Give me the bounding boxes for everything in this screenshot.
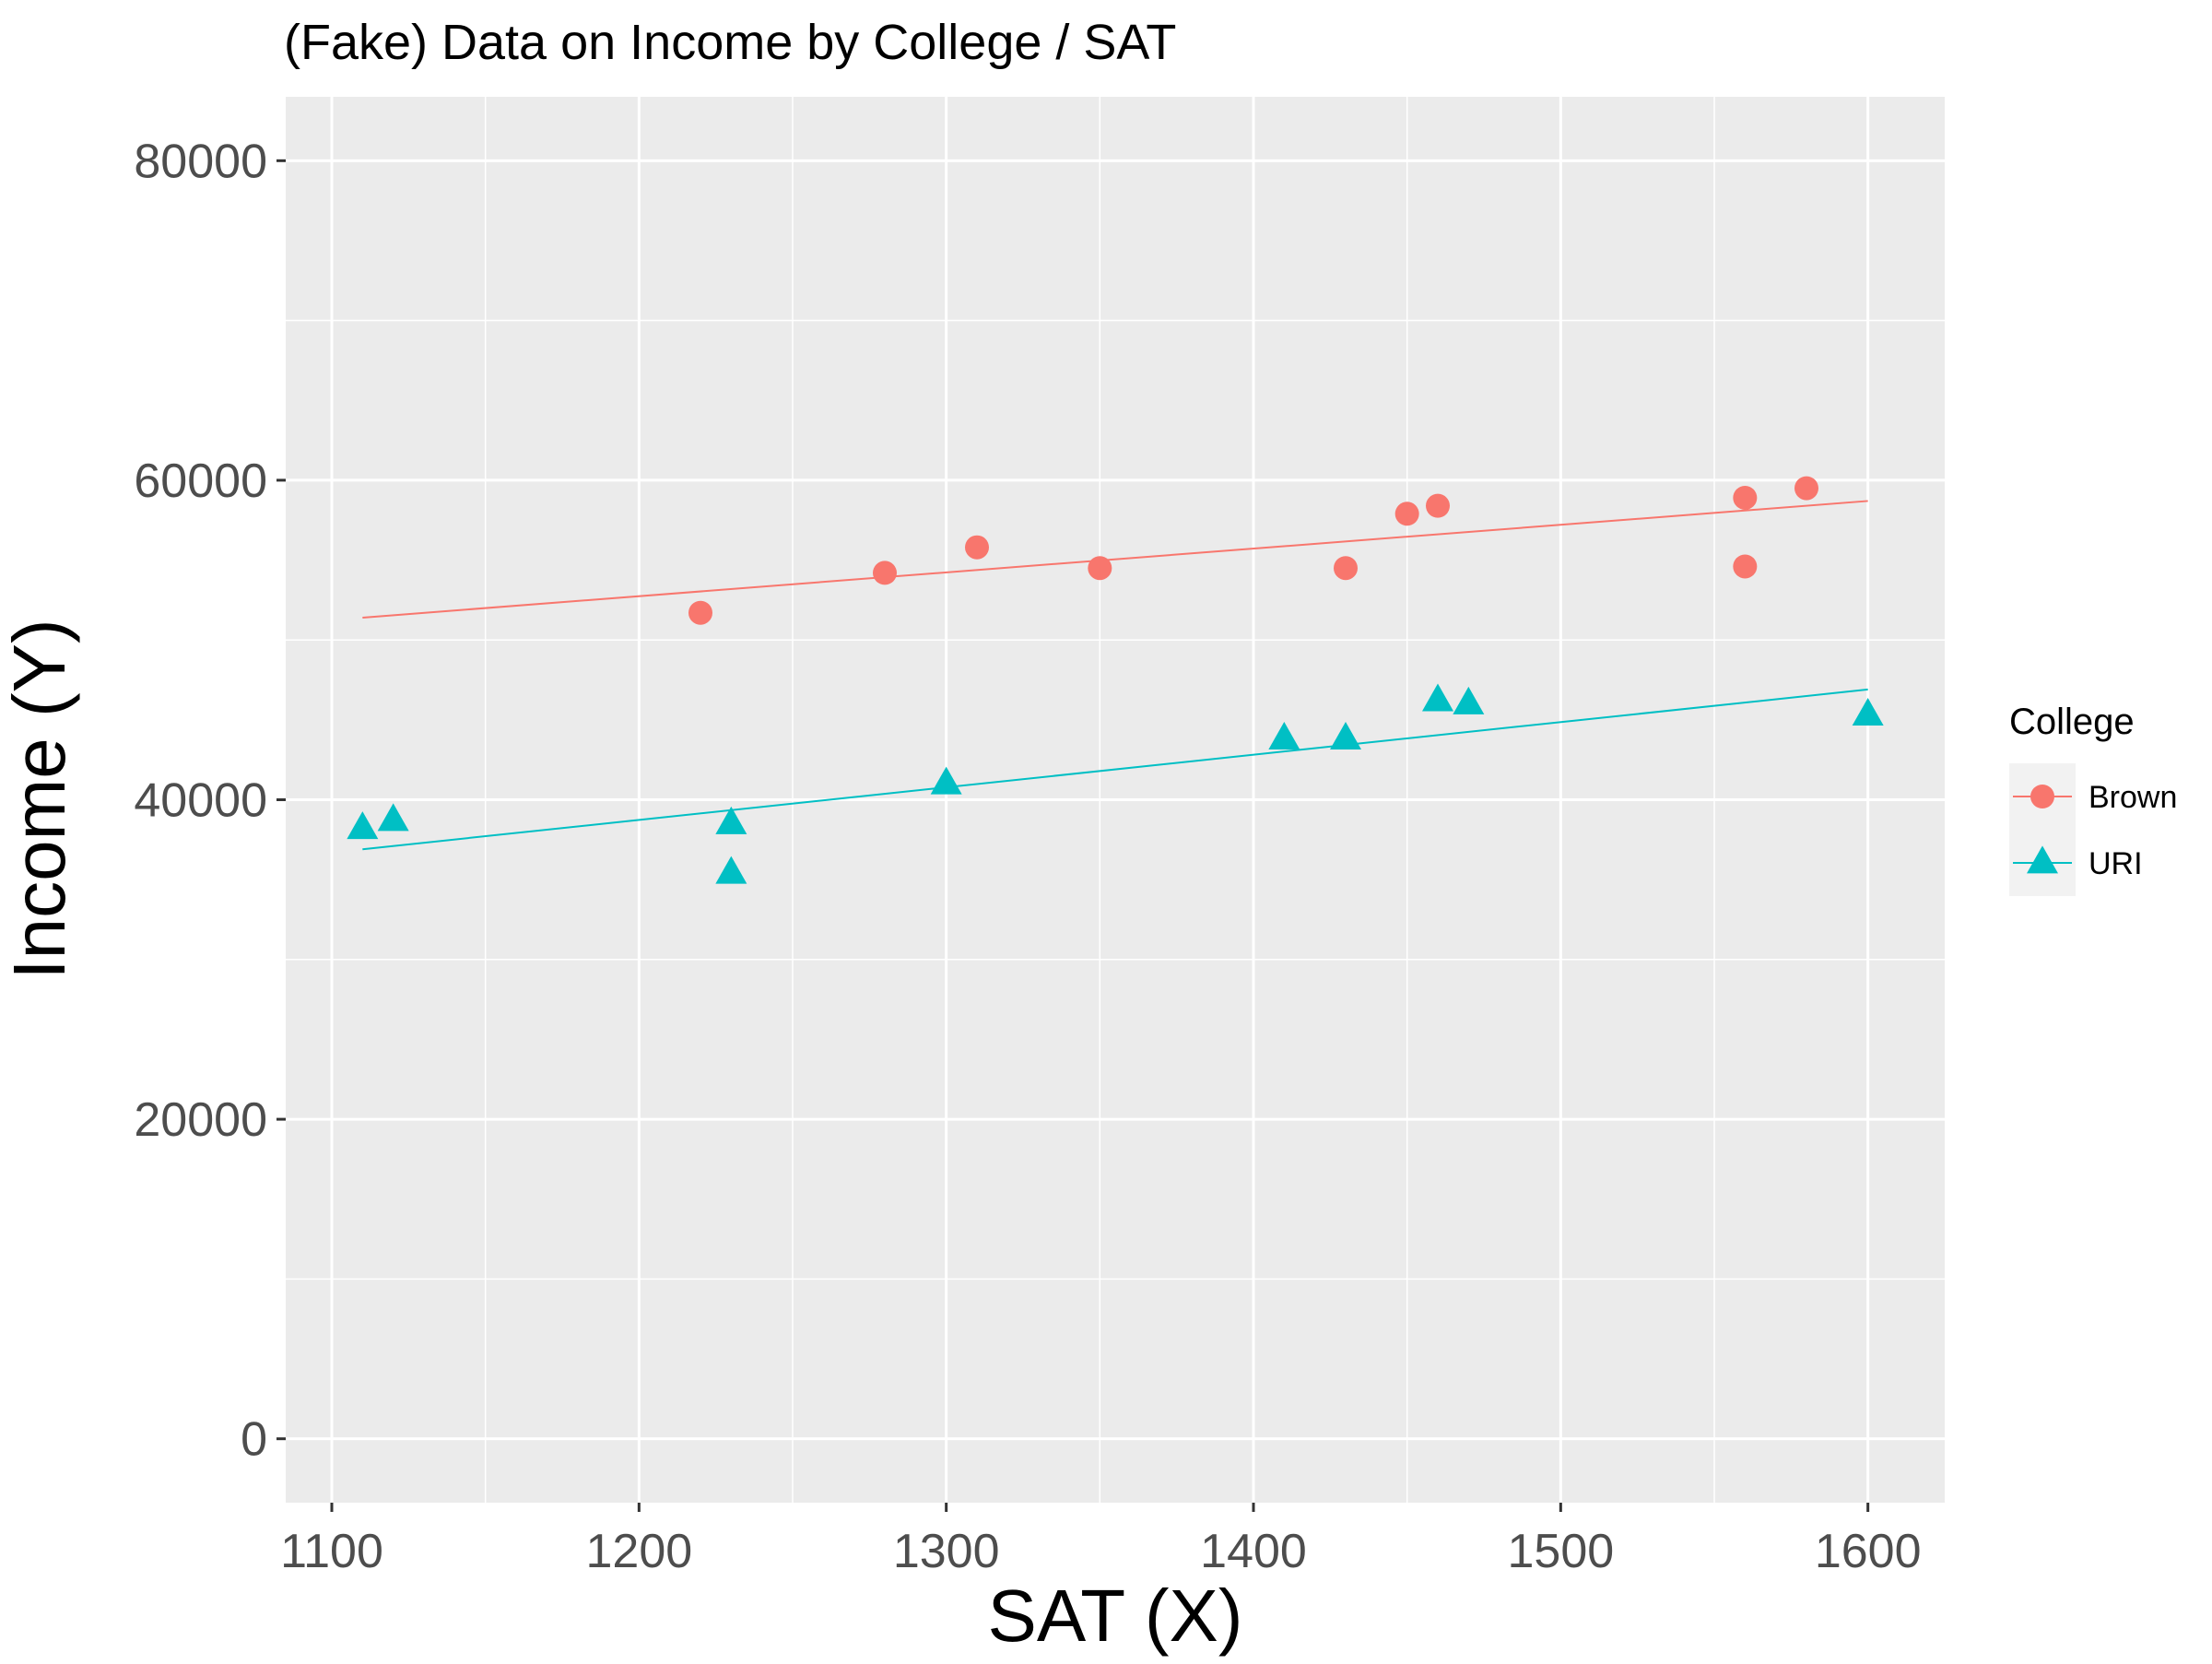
uri-point [1268,722,1300,750]
x-tick-label: 1500 [1507,1525,1614,1578]
brown-point [1394,502,1419,526]
y-tick-label: 20000 [134,1093,267,1147]
uri-point [1330,722,1361,750]
x-tick-label: 1200 [585,1525,692,1578]
brown-point [1426,493,1450,518]
y-tick-label: 60000 [134,454,267,508]
brown-point [1733,554,1758,579]
legend-label: Brown [2088,780,2177,815]
legend-keys: Brown URI [2009,763,2177,896]
brown-legend-marker [2030,785,2054,808]
uri-legend-marker [2027,845,2058,874]
legend: College Brown URI [2009,702,2177,896]
uri-point [347,811,379,840]
brown-point [965,535,989,560]
fit-lines [362,500,1868,851]
data-points [347,476,1884,884]
brown-point [688,600,712,625]
uri-point [715,856,747,884]
x-tick-label: 1100 [280,1525,383,1578]
uri-point [715,806,747,834]
uri-point [930,766,962,795]
uri-point [1852,698,1884,726]
y-tick-label: 0 [241,1413,267,1467]
chart-title: (Fake) Data on Income by College / SAT [284,15,1176,70]
brown-point [1794,476,1818,501]
brown-point [873,561,897,585]
uri-point [377,803,409,832]
grid-major [286,97,1945,1503]
brown-point [1334,556,1358,581]
brown-point [1088,556,1112,581]
y-axis: 0 20000 40000 60000 80000 [134,135,286,1467]
brown-point [1733,485,1758,510]
uri-fit-line [362,688,1868,851]
legend-title: College [2009,702,2135,742]
x-tick-label: 1300 [893,1525,1000,1578]
x-tick-label: 1600 [1815,1525,1922,1578]
y-tick-label: 40000 [134,774,267,828]
y-tick-label: 80000 [134,135,267,188]
legend-label: URI [2088,846,2143,881]
brown-fit-line [362,500,1868,619]
uri-point [1422,683,1453,712]
x-axis: 1100 1200 1300 1400 1500 1600 [280,1503,1922,1578]
x-tick-label: 1400 [1200,1525,1307,1578]
y-axis-title: Income (Y) [0,619,80,979]
uri-point [1453,686,1485,714]
x-axis-title: SAT (X) [987,1575,1242,1657]
